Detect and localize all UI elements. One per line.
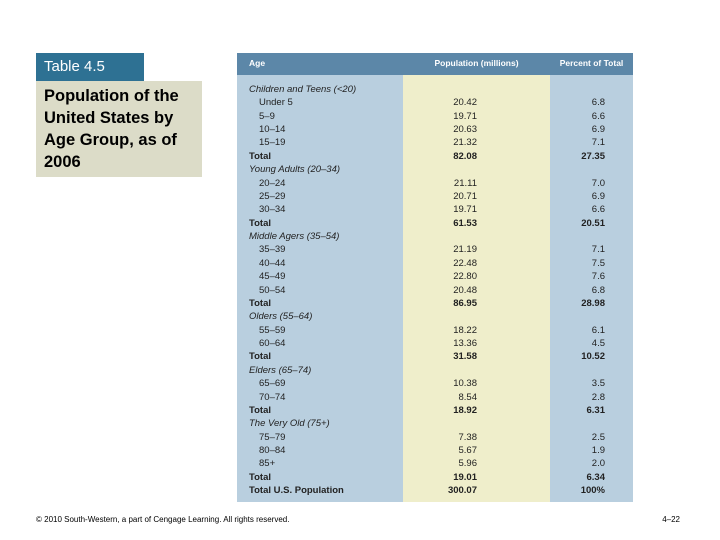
- percent-cell: 2.5: [591, 431, 605, 443]
- percent-cell: 6.34: [586, 471, 606, 483]
- population-cell: 13.36: [453, 338, 477, 350]
- age-cell: Under 5: [259, 97, 293, 109]
- population-cell: 19.01: [453, 471, 477, 483]
- header-bg: [237, 53, 633, 75]
- percent-cell: 7.1: [591, 137, 605, 149]
- age-cell: Total: [249, 404, 271, 416]
- population-cell: 20.71: [453, 190, 477, 202]
- percent-cell: 7.5: [591, 257, 605, 269]
- age-cell: 75–79: [259, 431, 286, 443]
- population-cell: 19.71: [453, 110, 477, 122]
- percent-cell: 10.52: [581, 351, 605, 363]
- percent-cell: 3.5: [591, 378, 605, 390]
- age-cell: 80–84: [259, 444, 286, 456]
- percent-cell: 27.35: [581, 150, 605, 162]
- percent-cell: 6.9: [591, 190, 605, 202]
- percent-cell: 20.51: [581, 217, 605, 229]
- header-cell: Percent of Total: [559, 58, 624, 68]
- header-cell: Population (millions): [434, 58, 519, 68]
- column-bg: [237, 53, 403, 502]
- population-cell: 300.07: [447, 485, 477, 497]
- percent-cell: 6.6: [591, 110, 605, 122]
- percent-cell: 1.9: [591, 444, 605, 456]
- footer: © 2010 South-Western, a part of Cengage …: [36, 515, 290, 524]
- age-cell: Total: [249, 217, 271, 229]
- population-cell: 20.63: [453, 124, 477, 136]
- age-cell: 35–39: [259, 244, 286, 256]
- age-cell: 60–64: [259, 338, 286, 350]
- group-label: Young Adults (20–34): [249, 164, 341, 176]
- population-cell: 18.92: [453, 404, 477, 416]
- slide-title: Population of the United States by Age G…: [36, 81, 202, 177]
- age-cell: 55–59: [259, 324, 286, 336]
- table-label: Table 4.5: [36, 53, 144, 81]
- population-cell: 8.54: [458, 391, 478, 403]
- population-cell: 7.38: [458, 431, 478, 443]
- percent-cell: 7.0: [591, 177, 605, 189]
- age-cell: Total: [249, 351, 271, 363]
- population-cell: 86.95: [453, 297, 477, 309]
- population-cell: 20.42: [453, 97, 477, 109]
- age-cell: Total: [249, 297, 271, 309]
- age-cell: 65–69: [259, 378, 286, 390]
- percent-cell: 28.98: [581, 297, 605, 309]
- percent-cell: 2.0: [591, 458, 605, 470]
- age-cell: 20–24: [259, 177, 286, 189]
- percent-cell: 6.31: [586, 404, 606, 416]
- population-cell: 22.48: [453, 257, 477, 269]
- population-cell: 31.58: [453, 351, 477, 363]
- percent-cell: 6.6: [591, 204, 605, 216]
- population-cell: 10.38: [453, 378, 477, 390]
- population-cell: 22.80: [453, 271, 477, 283]
- group-label: Children and Teens (<20): [249, 84, 357, 95]
- percent-cell: 7.6: [591, 271, 605, 283]
- age-cell: 45–49: [259, 271, 286, 283]
- percent-cell: 7.1: [591, 244, 605, 256]
- population-cell: 5.67: [458, 444, 478, 456]
- column-bg: [403, 53, 550, 502]
- percent-cell: 2.8: [591, 391, 605, 403]
- percent-cell: 100%: [580, 485, 605, 497]
- age-cell: Total: [249, 471, 271, 483]
- percent-cell: 4.5: [591, 338, 605, 350]
- age-cell: Total U.S. Population: [249, 485, 344, 497]
- percent-cell: 6.8: [591, 97, 605, 109]
- percent-cell: 6.8: [591, 284, 605, 296]
- population-cell: 82.08: [453, 150, 477, 162]
- percent-cell: 6.9: [591, 124, 605, 136]
- group-label: Olders (55–64): [249, 311, 313, 323]
- population-cell: 61.53: [453, 217, 477, 229]
- age-cell: Total: [249, 150, 271, 162]
- age-cell: 85+: [259, 458, 276, 470]
- population-cell: 21.19: [453, 244, 477, 256]
- age-cell: 10–14: [259, 124, 286, 136]
- population-cell: 21.11: [453, 177, 477, 189]
- group-label: The Very Old (75+): [249, 418, 330, 430]
- table: Age Population (millions) Percent of Total…: [237, 53, 633, 502]
- group-label: Middle Agers (35–54): [249, 231, 340, 243]
- age-cell: 15–19: [259, 137, 286, 149]
- age-cell: 70–74: [259, 391, 286, 403]
- population-cell: 19.71: [453, 204, 477, 216]
- population-cell: 18.22: [453, 324, 477, 336]
- age-cell: 5–9: [259, 110, 275, 122]
- age-cell: 25–29: [259, 190, 286, 202]
- population-cell: 20.48: [453, 284, 477, 296]
- age-cell: 40–44: [259, 257, 286, 269]
- population-cell: 21.32: [453, 137, 477, 149]
- percent-cell: 6.1: [591, 324, 605, 336]
- header-cell: Age: [249, 58, 266, 68]
- age-cell: 50–54: [259, 284, 286, 296]
- group-label: Elders (65–74): [249, 364, 312, 376]
- page-number: 4–22: [662, 515, 680, 524]
- age-cell: 30–34: [259, 204, 286, 216]
- column-bg: [550, 53, 633, 502]
- population-cell: 5.96: [458, 458, 478, 470]
